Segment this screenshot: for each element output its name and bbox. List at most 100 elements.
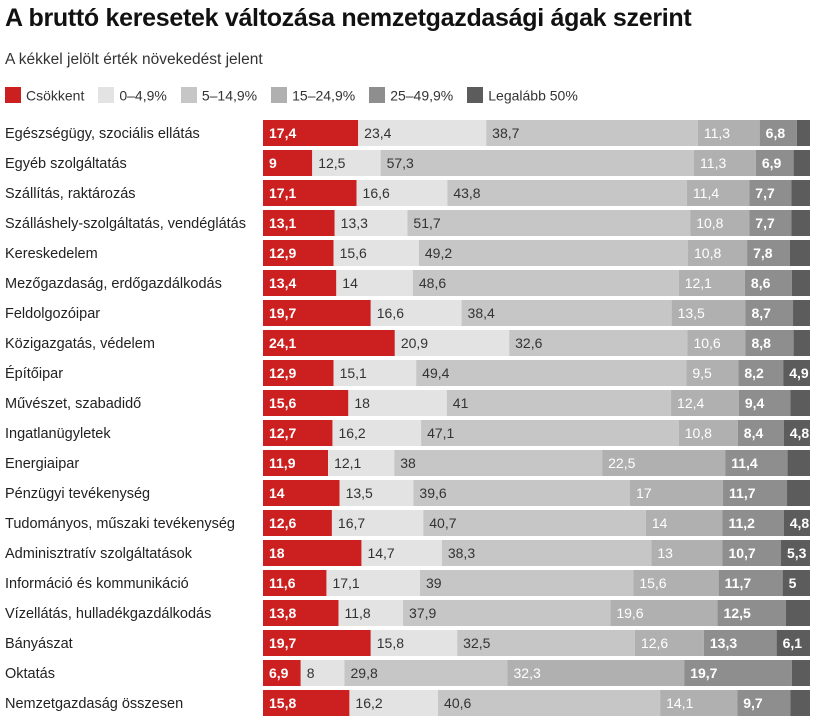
bar-segment	[507, 660, 685, 686]
data-label: 39,6	[419, 485, 446, 501]
legend-swatch	[5, 87, 21, 104]
bar-segment	[671, 390, 739, 416]
bar-segment	[660, 690, 738, 716]
bar-segment	[263, 240, 334, 266]
category-label: Vízellátás, hulladékgazdálkodás	[5, 606, 211, 622]
bar-segment	[412, 270, 679, 296]
bar-segment	[407, 210, 691, 236]
data-label: 12,6	[641, 635, 668, 651]
data-label: 11,7	[725, 575, 752, 591]
bar-segment	[263, 600, 339, 626]
data-label: 43,8	[453, 185, 480, 201]
data-label: 13,5	[346, 485, 373, 501]
category-label: Szállítás, raktározás	[5, 186, 136, 202]
bar-segment	[686, 360, 739, 386]
bar-segment	[790, 690, 810, 716]
category-label: Közigazgatás, védelem	[5, 336, 155, 352]
data-label: 14,1	[666, 695, 693, 711]
bar-segment	[645, 510, 723, 536]
bar-segment	[737, 420, 784, 446]
data-label: 57,3	[387, 155, 414, 171]
bar-segment	[684, 660, 792, 686]
data-label: 38,3	[448, 545, 475, 561]
bar-segment	[263, 540, 362, 566]
category-label: Bányászat	[5, 636, 73, 652]
category-label: Művészet, szabadidő	[5, 396, 141, 412]
category-label: Feldolgozóipar	[5, 306, 100, 322]
data-label: 13,3	[341, 215, 368, 231]
bar-segment	[486, 120, 698, 146]
data-label: 38,7	[492, 125, 519, 141]
data-label: 22,5	[608, 455, 635, 471]
data-label: 20,9	[401, 335, 428, 351]
bar-segment	[793, 300, 810, 326]
category-label: Adminisztratív szolgáltatások	[5, 546, 193, 562]
legend-label: 15–24,9%	[292, 87, 356, 104]
data-label: 10,7	[728, 545, 755, 561]
data-label: 8,2	[744, 365, 764, 381]
data-label: 32,3	[514, 665, 541, 681]
bar-segment	[416, 360, 687, 386]
data-label: 17,1	[332, 575, 359, 591]
bar-segment	[793, 330, 810, 356]
chart-title: A bruttó keresetek változása nemzetgazda…	[5, 4, 692, 32]
data-label: 13,8	[269, 605, 296, 621]
bar-segment	[336, 270, 413, 296]
bar-segment	[263, 150, 313, 176]
data-label: 32,5	[463, 635, 490, 651]
bar-segment	[394, 330, 510, 356]
data-label: 40,7	[429, 515, 456, 531]
data-label: 32,6	[515, 335, 542, 351]
data-label: 11,3	[704, 125, 730, 141]
bar-segment	[263, 270, 337, 296]
bar-segment	[782, 570, 810, 596]
bar-segment	[791, 210, 810, 236]
bar-segment	[783, 360, 810, 386]
data-label: 13,5	[678, 305, 705, 321]
legend-label: Csökkent	[26, 87, 85, 104]
legend: Csökkent 0–4,9% 5–14,9% 15–24,9% 25–49,9% Leg…	[5, 86, 592, 106]
bar-segment	[446, 390, 672, 416]
bar-segment	[610, 600, 718, 626]
bar-segment	[403, 600, 611, 626]
bar-segment	[687, 330, 746, 356]
legend-item: 15–24,9%	[271, 86, 356, 104]
data-label: 23,4	[364, 125, 391, 141]
data-label: 48,6	[419, 275, 446, 291]
data-label: 13,3	[710, 635, 737, 651]
bar-segment	[509, 330, 688, 356]
legend-item: 5–14,9%	[180, 86, 257, 104]
bar-segment	[776, 630, 810, 656]
data-label: 14,7	[367, 545, 394, 561]
bar-segment	[263, 690, 350, 716]
data-label: 17,1	[269, 185, 296, 201]
bar-segment	[423, 510, 646, 536]
bar-segment	[781, 540, 810, 566]
data-label: 4,9	[789, 365, 809, 381]
bar-segment	[747, 240, 790, 266]
bar-segment	[263, 660, 301, 686]
bar-segment	[263, 360, 334, 386]
data-label: 16,6	[377, 305, 404, 321]
legend-swatch	[180, 87, 197, 104]
data-label: 8,8	[751, 335, 771, 351]
bar-segment	[348, 390, 447, 416]
bar-segment	[263, 180, 357, 206]
legend-label: Legalább 50%	[488, 87, 578, 104]
bar-segment	[686, 180, 750, 206]
chart-subtitle: A kékkel jelölt érték növekedést jelent	[5, 51, 263, 68]
data-label: 17	[636, 485, 652, 501]
data-label: 11,4	[731, 455, 758, 471]
bar-segment	[791, 180, 810, 206]
bar-segment	[785, 600, 810, 626]
data-label: 6,8	[766, 125, 786, 141]
bar-segment	[755, 150, 794, 176]
bar-segment	[738, 360, 784, 386]
data-label: 11,7	[729, 485, 756, 501]
data-label: 11,4	[693, 185, 719, 201]
data-label: 18	[354, 395, 370, 411]
data-label: 16,2	[355, 695, 382, 711]
bar-segment	[461, 300, 672, 326]
bar-segment	[312, 150, 381, 176]
bar-segment	[678, 420, 738, 446]
